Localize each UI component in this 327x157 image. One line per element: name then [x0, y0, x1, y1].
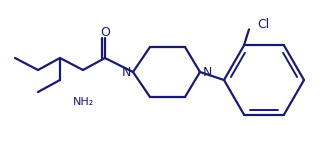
- Text: N: N: [121, 65, 131, 78]
- Text: Cl: Cl: [257, 18, 269, 31]
- Text: O: O: [100, 25, 110, 38]
- Text: N: N: [202, 65, 212, 78]
- Text: NH₂: NH₂: [72, 97, 94, 107]
